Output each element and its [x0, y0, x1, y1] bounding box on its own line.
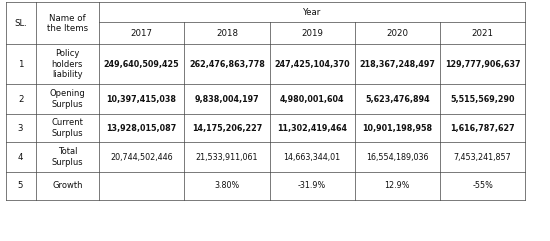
Text: 2020: 2020 [386, 29, 408, 38]
Text: 262,476,863,778: 262,476,863,778 [189, 60, 265, 69]
Text: 21,533,911,061: 21,533,911,061 [196, 153, 258, 161]
Text: Name of
the Items: Name of the Items [47, 14, 88, 33]
Text: -31.9%: -31.9% [298, 181, 326, 190]
Text: 2017: 2017 [131, 29, 153, 38]
Text: 13,928,015,087: 13,928,015,087 [107, 124, 177, 133]
Text: 10,397,415,038: 10,397,415,038 [107, 95, 177, 104]
Text: 20,744,502,446: 20,744,502,446 [111, 153, 173, 161]
Text: 5: 5 [18, 181, 23, 190]
Text: 2021: 2021 [472, 29, 494, 38]
Text: Total
Surplus: Total Surplus [52, 147, 83, 167]
Text: 16,554,189,036: 16,554,189,036 [366, 153, 428, 161]
Text: -55%: -55% [472, 181, 493, 190]
Text: 14,175,206,227: 14,175,206,227 [192, 124, 262, 133]
Text: Opening
Surplus: Opening Surplus [50, 89, 85, 109]
Text: 10,901,198,958: 10,901,198,958 [362, 124, 432, 133]
Text: 2019: 2019 [301, 29, 323, 38]
Text: 2: 2 [18, 95, 23, 104]
Text: 247,425,104,370: 247,425,104,370 [274, 60, 350, 69]
Text: 9,838,004,197: 9,838,004,197 [195, 95, 259, 104]
Text: 3.80%: 3.80% [214, 181, 239, 190]
Text: Year: Year [303, 8, 321, 17]
Text: 4,980,001,604: 4,980,001,604 [280, 95, 344, 104]
Text: 3: 3 [18, 124, 23, 133]
Text: 1,616,787,627: 1,616,787,627 [450, 124, 515, 133]
Text: 2018: 2018 [216, 29, 238, 38]
Text: 14,663,344,01: 14,663,344,01 [284, 153, 340, 161]
Text: SL.: SL. [14, 19, 27, 28]
Text: Growth: Growth [52, 181, 82, 190]
Text: 5,515,569,290: 5,515,569,290 [450, 95, 515, 104]
Text: 218,367,248,497: 218,367,248,497 [360, 60, 435, 69]
Text: 12.9%: 12.9% [384, 181, 410, 190]
Text: 4: 4 [18, 153, 23, 161]
Text: 249,640,509,425: 249,640,509,425 [104, 60, 179, 69]
Text: 129,777,906,637: 129,777,906,637 [445, 60, 520, 69]
Text: Current
Surplus: Current Surplus [52, 118, 83, 138]
Text: 11,302,419,464: 11,302,419,464 [277, 124, 347, 133]
Text: 1: 1 [18, 60, 23, 69]
Text: 7,453,241,857: 7,453,241,857 [454, 153, 512, 161]
Text: 5,623,476,894: 5,623,476,894 [365, 95, 430, 104]
Text: Policy
holders
liability: Policy holders liability [52, 49, 83, 79]
